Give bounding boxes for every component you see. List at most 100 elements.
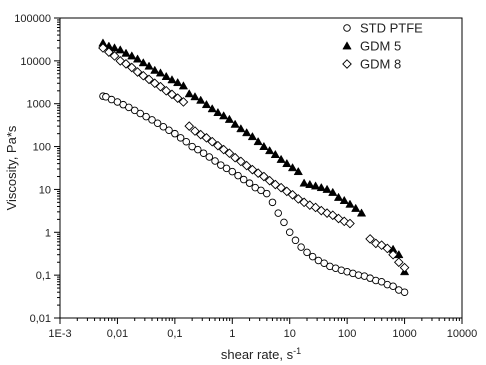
data-point [389, 282, 397, 291]
data-point [190, 126, 200, 136]
data-point [132, 67, 143, 77]
data-point [320, 259, 328, 267]
data-point [136, 109, 145, 118]
data-point [224, 148, 235, 159]
data-point [176, 134, 185, 142]
legend-marker [343, 24, 351, 32]
data-point [265, 146, 275, 155]
data-point [213, 107, 223, 117]
data-point [219, 111, 229, 120]
data-point [178, 97, 189, 107]
data-point [201, 132, 212, 143]
data-point [303, 248, 311, 257]
data-point [356, 208, 367, 217]
data-point [270, 149, 280, 158]
y-tick-label: 1 [45, 227, 51, 239]
data-point [310, 181, 321, 190]
data-point [264, 175, 275, 186]
data-point [293, 166, 303, 176]
series-gdm-5 [98, 38, 410, 276]
data-point [399, 262, 410, 273]
x-tick-label: 0,01 [107, 328, 128, 340]
data-point [121, 48, 131, 57]
data-point [207, 104, 217, 113]
data-point [345, 218, 355, 229]
data-point [127, 51, 137, 60]
data-point [291, 236, 300, 245]
data-point [388, 249, 398, 260]
data-point [293, 194, 304, 204]
data-point [194, 145, 202, 154]
data-point [242, 128, 252, 137]
data-point [126, 62, 137, 73]
legend-marker [342, 41, 352, 50]
data-point [150, 65, 160, 74]
y-tick-label: 10 [39, 184, 51, 196]
data-point [138, 70, 149, 81]
legend: STD PTFE GDM 5 GDM 8 [342, 21, 423, 72]
data-point [259, 171, 269, 182]
y-tick-label: 100000 [14, 13, 51, 25]
data-point [236, 156, 246, 167]
data-point [165, 126, 173, 135]
data-point [217, 161, 225, 169]
data-point [327, 210, 338, 221]
data-point [253, 168, 263, 178]
y-tick-label: 0,1 [36, 270, 51, 282]
x-tick-label: 10000 [447, 328, 478, 340]
data-point [287, 189, 298, 200]
data-point [211, 157, 219, 165]
data-point [234, 171, 242, 180]
x-axis-title-exponent: -1 [293, 346, 301, 356]
x-tick-label: 1E-3 [48, 328, 71, 340]
data-point [285, 228, 294, 237]
data-point [339, 195, 349, 204]
data-point [159, 123, 168, 131]
data-point [268, 198, 277, 207]
x-tick-label: 0,1 [167, 328, 182, 340]
data-point [104, 47, 114, 57]
axis-tick-labels: 1E-3 0,01 0,1 1 10 100 1000 10000 0,01 0,1 1 10 100 1… [14, 13, 477, 340]
data-point [299, 178, 309, 187]
data-point [188, 142, 196, 151]
data-point [109, 43, 120, 52]
data-point [393, 257, 404, 268]
data-point [287, 163, 298, 172]
series-std-ptfe [99, 92, 409, 296]
data-point [98, 43, 108, 53]
data-point [207, 136, 218, 147]
data-point [167, 75, 177, 84]
data-point [382, 243, 393, 254]
data-point [132, 54, 143, 63]
data-point [115, 45, 125, 54]
data-point [184, 121, 195, 131]
data-point [281, 186, 292, 197]
data-point [153, 119, 162, 128]
data-point [130, 106, 139, 115]
data-point [149, 78, 160, 89]
legend-entry: STD PTFE [343, 21, 423, 36]
data-point [190, 92, 200, 101]
y-axis-title: Viscosity, Pa*s [4, 125, 19, 210]
data-point [167, 89, 177, 100]
y-tick-label: 0,01 [30, 313, 51, 325]
data-point [280, 218, 288, 227]
data-point [228, 167, 237, 176]
data-point [109, 51, 120, 61]
data-point [351, 203, 361, 212]
data-point [377, 278, 386, 286]
data-point [142, 112, 150, 121]
data-point [308, 252, 317, 261]
data-point [297, 243, 305, 251]
data-point [282, 158, 292, 168]
x-tick-label: 1 [229, 328, 235, 340]
data-point [371, 238, 381, 249]
data-point [365, 234, 375, 244]
x-tick-label: 100 [338, 328, 356, 340]
x-axis-title: shear rate, s-1 [221, 346, 301, 362]
data-point [276, 182, 286, 193]
data-point [276, 154, 286, 163]
data-point [213, 140, 223, 151]
data-point [138, 58, 148, 67]
data-point [400, 288, 409, 296]
